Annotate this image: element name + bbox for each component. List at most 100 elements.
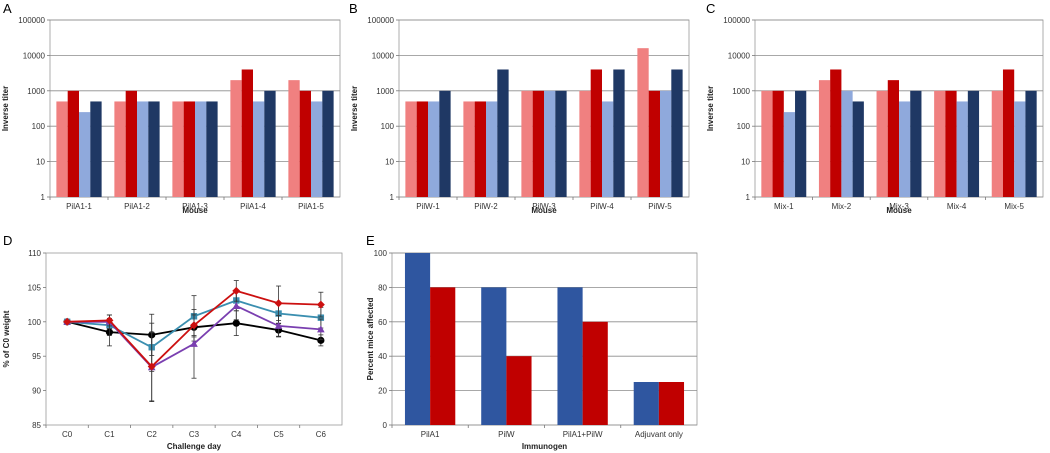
bar-s1-2 xyxy=(114,101,126,197)
y-tick-label: 10 xyxy=(36,158,45,167)
y-axis-title: % of C0 weight xyxy=(2,310,11,367)
bar-s2-2 xyxy=(830,69,842,197)
y-tick-label: 100 xyxy=(374,249,388,258)
bar-s3-1 xyxy=(79,112,91,197)
bar-s3-3 xyxy=(195,101,207,197)
point-red-C1 xyxy=(105,316,114,325)
y-tick-label: 1000 xyxy=(27,87,45,96)
y-tick-label: 100000 xyxy=(18,16,45,25)
bar-s3-5 xyxy=(1014,101,1026,197)
x-tick-label: Adjuvant only xyxy=(635,430,683,439)
bar-s4-2 xyxy=(497,69,509,197)
bar-s3-1 xyxy=(783,112,796,197)
point-red-C0 xyxy=(63,317,72,326)
x-tick-label: PilA1+PilW xyxy=(563,430,603,439)
x-tick-label: C2 xyxy=(147,430,158,439)
bar-s1-5 xyxy=(637,48,649,198)
bar-s2-4 xyxy=(945,90,957,197)
bar-s3-3 xyxy=(544,90,556,197)
x-tick-label: C4 xyxy=(231,430,242,439)
bar-s4-5 xyxy=(671,69,683,197)
x-tick-label: PilA1-3 xyxy=(182,202,208,211)
y-tick-label: 110 xyxy=(28,249,41,258)
bar-s4-1 xyxy=(90,101,102,197)
bar-s3-2 xyxy=(841,90,853,197)
point-red-C4 xyxy=(232,286,241,295)
x-tick-label: PilW-2 xyxy=(474,202,498,211)
bar-s3-4 xyxy=(253,101,265,197)
x-axis-title: Mouse xyxy=(886,206,912,215)
bar-s1-3 xyxy=(172,101,184,197)
x-tick-label: Mix-1 xyxy=(774,202,794,211)
bar-s1-3 xyxy=(557,287,583,425)
bar-s2-3 xyxy=(887,80,899,197)
y-tick-label: 10000 xyxy=(372,51,395,60)
bar-s1-1 xyxy=(405,101,417,197)
x-axis-title: Immunogen xyxy=(522,442,567,451)
x-tick-label: Mix-4 xyxy=(947,202,967,211)
bar-s1-4 xyxy=(633,382,659,425)
panel-d: D 85 90 95 100 105 110 % of C0 weight Challenge … xyxy=(2,233,343,451)
y-tick-label: 10 xyxy=(741,158,750,167)
bar-s4-4 xyxy=(613,69,625,197)
bar-s1-1 xyxy=(761,90,773,197)
point-black-C4 xyxy=(232,319,240,327)
bar-s1-2 xyxy=(463,101,475,197)
point-red-C3 xyxy=(190,321,198,330)
panel-a: A 1 10 100 1000 10000 100000 Inverse titer Mouse… xyxy=(1,1,341,215)
bar-s3-4 xyxy=(956,101,968,197)
bar-s4-1 xyxy=(439,90,451,197)
bar-s4-3 xyxy=(206,101,218,197)
bar-s3-3 xyxy=(899,101,911,197)
x-tick-label: PilA1-5 xyxy=(298,202,324,211)
panel-label: C xyxy=(706,1,715,16)
y-tick-label: 10000 xyxy=(728,51,751,60)
point-black-C6 xyxy=(317,336,325,344)
point-red-C2 xyxy=(147,362,156,371)
bar-s4-2 xyxy=(852,101,864,197)
y-tick-label: 105 xyxy=(28,283,42,292)
x-tick-label: PilW-5 xyxy=(648,202,672,211)
bar-s1-4 xyxy=(579,90,591,197)
x-tick-label: C5 xyxy=(273,430,284,439)
bar-s2-2 xyxy=(506,356,532,425)
y-axis-title: Inverse titer xyxy=(1,86,10,131)
x-tick-label: PilA1-2 xyxy=(124,202,150,211)
bar-s1-3 xyxy=(876,90,888,197)
bar-s1-5 xyxy=(288,80,300,197)
y-tick-label: 10000 xyxy=(23,51,46,60)
y-tick-label: 90 xyxy=(32,387,41,396)
bar-s2-1 xyxy=(772,90,784,197)
y-tick-label: 85 xyxy=(32,421,41,430)
bar-s2-4 xyxy=(658,382,685,425)
panel-b: B 1 10 100 1000 10000 100000 Inverse titer Mouse… xyxy=(349,1,690,215)
bar-s1-5 xyxy=(991,90,1003,197)
bar-s2-3 xyxy=(532,90,544,197)
bar-s4-4 xyxy=(967,90,980,197)
bar-s4-5 xyxy=(1025,90,1037,197)
y-tick-label: 1000 xyxy=(732,87,750,96)
x-axis-title: Mouse xyxy=(531,206,557,215)
bar-s4-3 xyxy=(910,90,922,197)
x-tick-label: PilA1-1 xyxy=(66,202,92,211)
x-tick-label: C3 xyxy=(189,430,200,439)
bar-s4-1 xyxy=(795,90,807,197)
bar-s2-5 xyxy=(648,90,660,197)
y-tick-label: 100 xyxy=(737,122,751,131)
x-tick-label: PilW-4 xyxy=(590,202,614,211)
y-tick-label: 1 xyxy=(390,193,395,202)
x-tick-label: Mix-3 xyxy=(889,202,909,211)
y-tick-label: 100 xyxy=(32,122,46,131)
x-axis-title: Mouse xyxy=(182,206,208,215)
panel-label: B xyxy=(349,1,358,16)
y-tick-label: 100 xyxy=(28,318,42,327)
point-red-C6 xyxy=(316,300,325,309)
x-tick-label: Mix-2 xyxy=(832,202,852,211)
y-tick-label: 80 xyxy=(378,283,387,292)
panel-label: E xyxy=(366,233,375,248)
panel-c: C 1 10 100 1000 10000 100000 Inverse titer Mouse… xyxy=(706,1,1044,215)
bar-s2-4 xyxy=(590,69,602,197)
bar-s4-3 xyxy=(555,90,567,197)
bar-s1-2 xyxy=(818,80,831,197)
